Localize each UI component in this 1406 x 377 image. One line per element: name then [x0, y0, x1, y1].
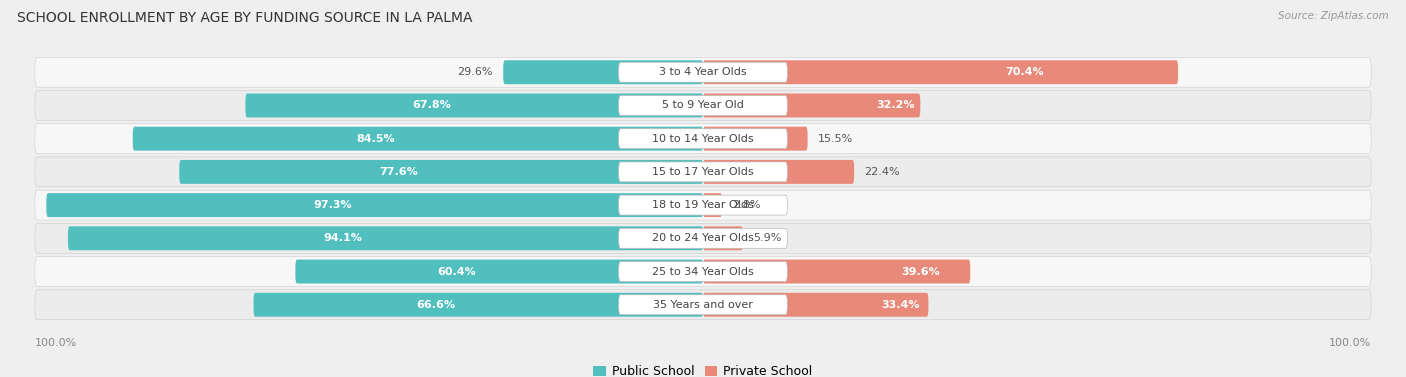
FancyBboxPatch shape	[503, 60, 703, 84]
FancyBboxPatch shape	[246, 93, 703, 117]
FancyBboxPatch shape	[703, 93, 921, 117]
FancyBboxPatch shape	[619, 162, 787, 182]
FancyBboxPatch shape	[703, 293, 928, 317]
FancyBboxPatch shape	[703, 160, 855, 184]
FancyBboxPatch shape	[703, 127, 807, 151]
FancyBboxPatch shape	[619, 295, 787, 315]
FancyBboxPatch shape	[619, 62, 787, 82]
FancyBboxPatch shape	[619, 95, 787, 115]
Text: 32.2%: 32.2%	[877, 100, 915, 110]
Text: 15.5%: 15.5%	[818, 134, 853, 144]
FancyBboxPatch shape	[132, 127, 703, 151]
Text: 66.6%: 66.6%	[416, 300, 456, 310]
Text: 20 to 24 Year Olds: 20 to 24 Year Olds	[652, 233, 754, 243]
FancyBboxPatch shape	[703, 60, 1178, 84]
Text: 70.4%: 70.4%	[1005, 67, 1045, 77]
Text: 35 Years and over: 35 Years and over	[652, 300, 754, 310]
Text: 10 to 14 Year Olds: 10 to 14 Year Olds	[652, 134, 754, 144]
FancyBboxPatch shape	[35, 124, 1371, 154]
Text: 100.0%: 100.0%	[35, 338, 77, 348]
Text: 15 to 17 Year Olds: 15 to 17 Year Olds	[652, 167, 754, 177]
FancyBboxPatch shape	[35, 190, 1371, 220]
Text: 77.6%: 77.6%	[380, 167, 419, 177]
Text: 97.3%: 97.3%	[314, 200, 352, 210]
FancyBboxPatch shape	[67, 226, 703, 250]
FancyBboxPatch shape	[619, 262, 787, 282]
Text: 100.0%: 100.0%	[1329, 338, 1371, 348]
Text: 22.4%: 22.4%	[865, 167, 900, 177]
FancyBboxPatch shape	[703, 193, 721, 217]
FancyBboxPatch shape	[35, 290, 1371, 320]
Text: 5 to 9 Year Old: 5 to 9 Year Old	[662, 100, 744, 110]
FancyBboxPatch shape	[35, 157, 1371, 187]
Text: 84.5%: 84.5%	[356, 134, 395, 144]
Text: 60.4%: 60.4%	[437, 267, 477, 277]
FancyBboxPatch shape	[703, 226, 742, 250]
FancyBboxPatch shape	[180, 160, 703, 184]
Legend: Public School, Private School: Public School, Private School	[588, 360, 818, 377]
Text: 25 to 34 Year Olds: 25 to 34 Year Olds	[652, 267, 754, 277]
Text: 39.6%: 39.6%	[901, 267, 941, 277]
FancyBboxPatch shape	[35, 90, 1371, 120]
FancyBboxPatch shape	[619, 195, 787, 215]
FancyBboxPatch shape	[35, 223, 1371, 253]
Text: 94.1%: 94.1%	[323, 233, 363, 243]
FancyBboxPatch shape	[35, 57, 1371, 87]
FancyBboxPatch shape	[295, 260, 703, 284]
Text: 2.8%: 2.8%	[733, 200, 761, 210]
FancyBboxPatch shape	[35, 257, 1371, 287]
Text: 67.8%: 67.8%	[412, 100, 451, 110]
FancyBboxPatch shape	[703, 260, 970, 284]
Text: Source: ZipAtlas.com: Source: ZipAtlas.com	[1278, 11, 1389, 21]
FancyBboxPatch shape	[46, 193, 703, 217]
Text: 29.6%: 29.6%	[457, 67, 494, 77]
Text: 5.9%: 5.9%	[754, 233, 782, 243]
FancyBboxPatch shape	[619, 228, 787, 248]
Text: 33.4%: 33.4%	[880, 300, 920, 310]
Text: SCHOOL ENROLLMENT BY AGE BY FUNDING SOURCE IN LA PALMA: SCHOOL ENROLLMENT BY AGE BY FUNDING SOUR…	[17, 11, 472, 25]
Text: 3 to 4 Year Olds: 3 to 4 Year Olds	[659, 67, 747, 77]
FancyBboxPatch shape	[253, 293, 703, 317]
FancyBboxPatch shape	[619, 129, 787, 149]
Text: 18 to 19 Year Olds: 18 to 19 Year Olds	[652, 200, 754, 210]
